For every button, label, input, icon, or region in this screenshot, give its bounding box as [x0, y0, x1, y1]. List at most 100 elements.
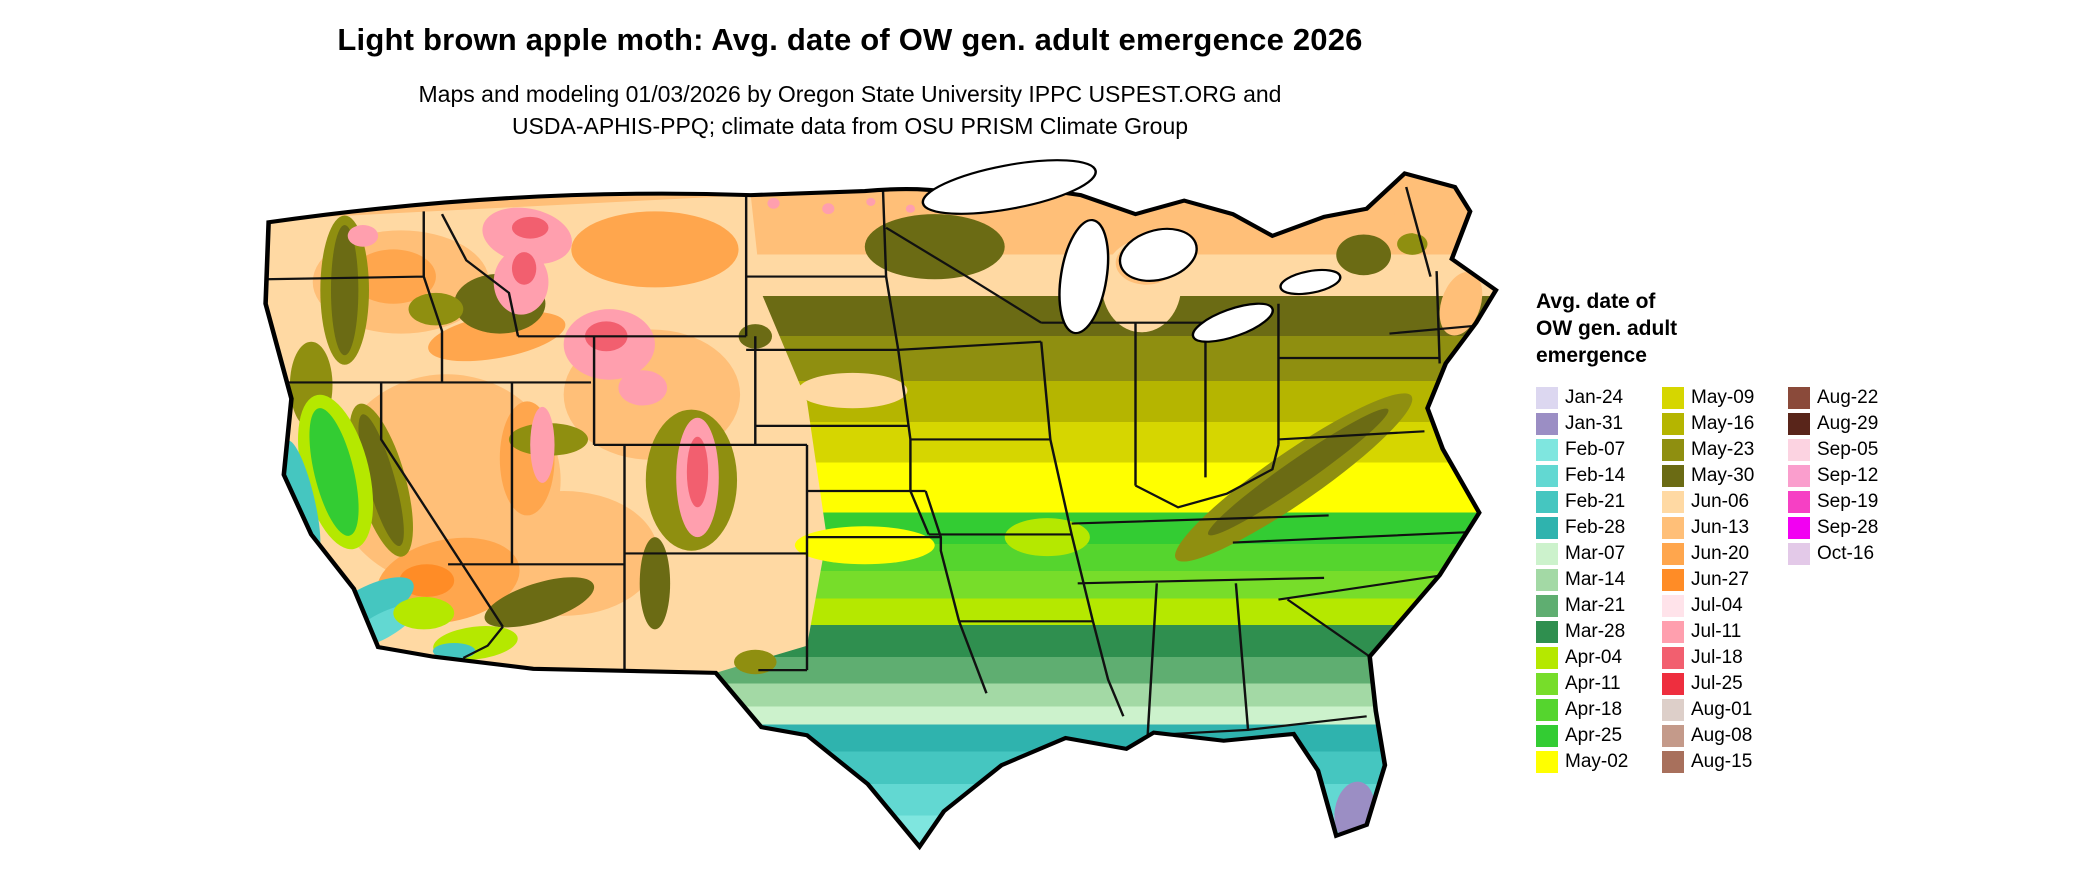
legend-entry: Feb-21 [1536, 489, 1652, 515]
legend-entry: Apr-04 [1536, 645, 1652, 671]
state-borders [265, 186, 1480, 737]
legend-swatch [1662, 491, 1684, 513]
legend-swatch [1536, 647, 1558, 669]
legend-entry: Apr-25 [1536, 723, 1652, 749]
legend-entry-label: Jul-18 [1691, 647, 1743, 668]
legend-entry: Sep-19 [1788, 489, 1904, 515]
legend-swatch [1536, 751, 1558, 773]
legend-entry: Aug-08 [1662, 723, 1778, 749]
legend-swatch [1662, 439, 1684, 461]
legend-swatch [1536, 725, 1558, 747]
legend-entry-label: Mar-14 [1565, 569, 1626, 590]
legend-entry: May-23 [1662, 437, 1778, 463]
legend-entry-label: Sep-05 [1817, 439, 1879, 460]
legend-entry: May-30 [1662, 463, 1778, 489]
legend-swatch [1788, 387, 1810, 409]
legend: Avg. date of OW gen. adult emergence Jan… [1536, 288, 1936, 775]
legend-entry-label: Feb-07 [1565, 439, 1626, 460]
legend-swatch [1788, 543, 1810, 565]
legend-swatch [1662, 621, 1684, 643]
legend-entry: Jun-13 [1662, 515, 1778, 541]
legend-entry-label: Jul-25 [1691, 673, 1743, 694]
legend-entry: May-16 [1662, 411, 1778, 437]
legend-column: Jan-24 Jan-31 Feb-07 Feb-14 Feb-21 Feb-28 Mar-… [1536, 385, 1652, 775]
legend-entry: Mar-14 [1536, 567, 1652, 593]
subtitle-line-1: Maps and modeling 01/03/2026 by Oregon S… [418, 81, 1282, 107]
legend-entry: Mar-07 [1536, 541, 1652, 567]
legend-swatch [1662, 543, 1684, 565]
legend-entry-label: Sep-19 [1817, 491, 1879, 512]
legend-entry-label: Sep-28 [1817, 517, 1879, 538]
legend-column: Aug-22 Aug-29 Sep-05 Sep-12 Sep-19 Sep-28 Oct-… [1788, 385, 1904, 775]
legend-entry-label: Jun-20 [1691, 543, 1750, 564]
legend-swatch [1536, 439, 1558, 461]
legend-entry-label: Aug-29 [1817, 413, 1879, 434]
legend-entry-label: May-16 [1691, 413, 1755, 434]
legend-entry: Apr-11 [1536, 671, 1652, 697]
lake-huron [1118, 227, 1198, 282]
legend-swatch [1662, 725, 1684, 747]
legend-swatch [1662, 413, 1684, 435]
legend-entry: Jun-27 [1662, 567, 1778, 593]
legend-entry: Feb-14 [1536, 463, 1652, 489]
legend-entry: Sep-12 [1788, 463, 1904, 489]
legend-entry-label: Apr-18 [1565, 699, 1623, 720]
legend-entry: Mar-28 [1536, 619, 1652, 645]
lake-michigan [1058, 218, 1110, 335]
legend-entry-label: Apr-25 [1565, 725, 1623, 746]
legend-swatch [1662, 569, 1684, 591]
legend-entry: Sep-05 [1788, 437, 1904, 463]
great-lakes [921, 159, 1342, 343]
legend-entry-label: Jun-27 [1691, 569, 1750, 590]
legend-entry-label: Oct-16 [1817, 543, 1875, 564]
legend-swatch [1536, 673, 1558, 695]
legend-entry-label: Aug-22 [1817, 387, 1879, 408]
legend-entry-label: Aug-08 [1691, 725, 1753, 746]
legend-entry-label: May-23 [1691, 439, 1755, 460]
legend-swatch [1662, 751, 1684, 773]
legend-swatch [1536, 491, 1558, 513]
legend-entry-label: Feb-21 [1565, 491, 1626, 512]
legend-swatch [1536, 569, 1558, 591]
legend-entry-label: Apr-11 [1565, 673, 1621, 694]
legend-entry-label: Jul-04 [1691, 595, 1743, 616]
legend-entry: Aug-22 [1788, 385, 1904, 411]
legend-entry: Jan-24 [1536, 385, 1652, 411]
legend-entry-label: Aug-01 [1691, 699, 1753, 720]
legend-swatch [1662, 595, 1684, 617]
legend-swatch [1788, 439, 1810, 461]
legend-entry-label: Jun-13 [1691, 517, 1750, 538]
lake-erie [1191, 302, 1274, 343]
legend-column: May-09 May-16 May-23 May-30 Jun-06 Jun-13 Jun-… [1662, 385, 1778, 775]
legend-swatch [1536, 465, 1558, 487]
legend-swatch [1536, 595, 1558, 617]
legend-entry-label: Mar-21 [1565, 595, 1626, 616]
legend-heading-line-2: OW gen. adult [1536, 317, 1678, 340]
us-map-svg [150, 159, 1610, 890]
legend-swatch [1536, 699, 1558, 721]
map-west-region [265, 195, 827, 675]
legend-entry-label: May-09 [1691, 387, 1755, 408]
legend-swatch [1662, 699, 1684, 721]
lake-ontario [1279, 268, 1342, 296]
lake-superior [921, 159, 1097, 215]
legend-entry: Jun-06 [1662, 489, 1778, 515]
legend-columns: Jan-24 Jan-31 Feb-07 Feb-14 Feb-21 Feb-28 Mar-… [1536, 385, 1936, 775]
legend-swatch [1662, 647, 1684, 669]
legend-entry: May-09 [1662, 385, 1778, 411]
legend-entry: Apr-18 [1536, 697, 1652, 723]
legend-swatch [1662, 517, 1684, 539]
legend-entry: Aug-29 [1788, 411, 1904, 437]
legend-swatch [1788, 465, 1810, 487]
legend-entry-label: Jan-31 [1565, 413, 1624, 434]
legend-entry: Jul-25 [1662, 671, 1778, 697]
legend-swatch [1662, 673, 1684, 695]
legend-entry-label: Aug-15 [1691, 751, 1753, 772]
page-title: Light brown apple moth: Avg. date of OW … [337, 22, 1363, 57]
legend-swatch [1788, 517, 1810, 539]
legend-entry: Sep-28 [1788, 515, 1904, 541]
legend-swatch [1536, 543, 1558, 565]
legend-entry: Jun-20 [1662, 541, 1778, 567]
subtitle-line-2: USDA-APHIS-PPQ; climate data from OSU PR… [511, 113, 1189, 139]
